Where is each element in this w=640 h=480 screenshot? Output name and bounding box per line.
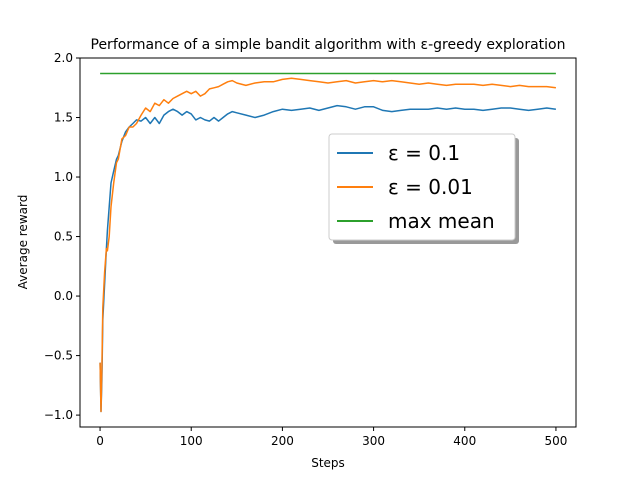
series-layer bbox=[99, 72, 556, 413]
ticks-layer: 0 100 200 300 400 500 −1.0 −0.5 0.0 0.5 1.0 1.5 2.0 bbox=[44, 51, 568, 448]
x-tick-label: 500 bbox=[544, 434, 567, 448]
y-tick-label: −1.0 bbox=[44, 408, 73, 422]
legend-label-2: max mean bbox=[388, 209, 495, 233]
x-tick-label: 0 bbox=[96, 434, 104, 448]
x-tick-label: 100 bbox=[180, 434, 203, 448]
y-axis-label: Average reward bbox=[16, 195, 30, 290]
legend-entries: ε = 0.1 ε = 0.01 max mean bbox=[337, 141, 495, 233]
y-tick-label: 1.0 bbox=[54, 170, 73, 184]
series-line-1 bbox=[99, 77, 556, 413]
y-tick-label: 0.5 bbox=[54, 230, 73, 244]
legend-label-1: ε = 0.01 bbox=[388, 175, 473, 199]
legend: ε = 0.1 ε = 0.01 max mean bbox=[328, 133, 519, 244]
x-tick-label: 300 bbox=[362, 434, 385, 448]
y-tick-label: −0.5 bbox=[44, 349, 73, 363]
y-tick-label: 1.5 bbox=[54, 111, 73, 125]
x-axis-label: Steps bbox=[311, 456, 345, 470]
chart-title: Performance of a simple bandit algorithm… bbox=[91, 37, 566, 53]
legend-box bbox=[328, 133, 516, 241]
y-tick-label: 2.0 bbox=[54, 51, 73, 65]
x-tick-label: 200 bbox=[271, 434, 294, 448]
plot-frame bbox=[79, 57, 577, 428]
x-tick-label: 400 bbox=[453, 434, 476, 448]
legend-label-0: ε = 0.1 bbox=[388, 141, 460, 165]
y-tick-label: 0.0 bbox=[54, 289, 73, 303]
